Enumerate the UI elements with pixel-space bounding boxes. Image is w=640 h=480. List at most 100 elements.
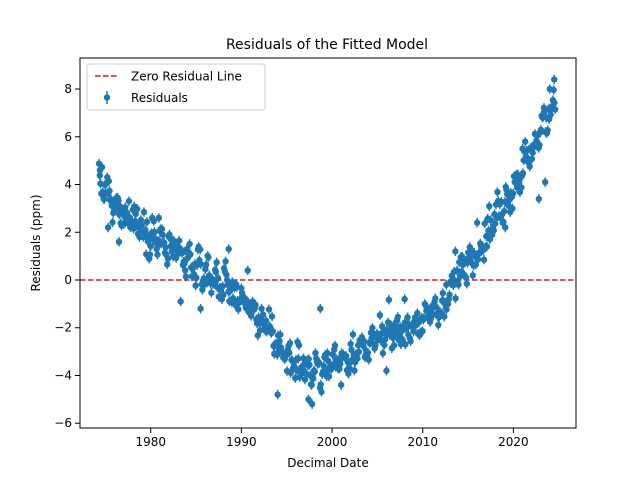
residual-point bbox=[519, 168, 527, 178]
residual-point bbox=[441, 311, 448, 322]
residual-point bbox=[443, 280, 450, 290]
residual-point bbox=[501, 206, 508, 216]
y-tick-label: −6 bbox=[54, 416, 72, 430]
residual-point bbox=[390, 340, 398, 351]
residual-point bbox=[494, 187, 501, 197]
residual-point bbox=[219, 281, 226, 291]
residual-point bbox=[337, 380, 345, 390]
residual-point bbox=[247, 310, 255, 321]
legend-box bbox=[86, 63, 266, 111]
x-tick-label: 2000 bbox=[317, 435, 348, 449]
residual-point bbox=[147, 241, 154, 252]
residual-point bbox=[401, 294, 408, 304]
residual-point bbox=[551, 104, 559, 115]
residual-point bbox=[268, 311, 276, 322]
x-tick-label: 2010 bbox=[407, 435, 438, 449]
residual-point bbox=[196, 244, 204, 255]
residual-point bbox=[222, 256, 229, 267]
residual-point bbox=[369, 323, 376, 333]
residual-point bbox=[452, 246, 459, 257]
residual-point bbox=[383, 365, 390, 376]
residual-point bbox=[123, 207, 130, 218]
residual-point bbox=[130, 223, 137, 234]
y-tick-label: 0 bbox=[64, 273, 72, 287]
residual-point bbox=[159, 230, 166, 240]
residual-point bbox=[469, 270, 476, 281]
axes-frame bbox=[79, 57, 577, 429]
y-tick-label: −2 bbox=[54, 321, 72, 335]
residual-point bbox=[252, 300, 259, 310]
residual-point bbox=[316, 358, 323, 368]
residual-point bbox=[162, 242, 169, 253]
residual-point bbox=[481, 218, 488, 229]
residual-point bbox=[305, 394, 312, 405]
residual-point bbox=[551, 98, 558, 108]
residual-point bbox=[104, 222, 112, 233]
residual-point bbox=[351, 365, 358, 376]
legend-zero-line-label: Zero Residual Line bbox=[131, 70, 242, 84]
residual-point bbox=[546, 84, 553, 94]
residual-point bbox=[138, 220, 145, 230]
x-tick-label: 1980 bbox=[135, 435, 166, 449]
residual-point bbox=[432, 293, 439, 304]
residual-point bbox=[214, 273, 222, 283]
residual-point bbox=[376, 310, 384, 320]
residual-point bbox=[452, 293, 459, 304]
residual-point bbox=[259, 309, 267, 320]
residual-point bbox=[295, 353, 302, 364]
residual-point bbox=[115, 237, 123, 247]
residual-point bbox=[150, 216, 157, 226]
residual-point bbox=[483, 241, 491, 252]
legend: Zero Residual Line Residuals bbox=[86, 63, 266, 111]
y-tick-label: 6 bbox=[64, 130, 72, 144]
residual-point bbox=[142, 225, 149, 235]
residual-point bbox=[100, 194, 107, 204]
residual-point bbox=[178, 248, 186, 258]
residual-point bbox=[404, 312, 411, 323]
residual-point bbox=[286, 338, 294, 348]
legend-residuals-marker bbox=[103, 94, 111, 101]
residual-point bbox=[208, 287, 215, 298]
y-axis-label: Residuals (ppm) bbox=[29, 194, 43, 291]
residual-point bbox=[125, 196, 133, 206]
residual-point bbox=[192, 280, 199, 291]
residual-point bbox=[96, 165, 104, 175]
residual-point bbox=[544, 125, 551, 135]
residual-point bbox=[390, 332, 397, 343]
residual-point bbox=[317, 379, 324, 390]
residual-point bbox=[105, 176, 112, 186]
residual-point bbox=[318, 387, 325, 397]
residual-point bbox=[526, 161, 533, 172]
y-tick-label: −4 bbox=[54, 368, 72, 382]
residual-point bbox=[175, 235, 183, 246]
residual-point bbox=[311, 366, 318, 377]
residual-point bbox=[164, 253, 172, 264]
residual-point bbox=[225, 244, 232, 254]
residual-point bbox=[407, 336, 414, 347]
residual-point bbox=[402, 339, 409, 350]
residual-point bbox=[197, 259, 205, 270]
residual-point bbox=[146, 249, 154, 260]
residual-point bbox=[235, 304, 242, 315]
residual-point bbox=[365, 354, 372, 365]
residual-point bbox=[110, 208, 117, 218]
residual-point bbox=[518, 182, 525, 193]
residual-point bbox=[541, 177, 549, 187]
residual-point bbox=[205, 252, 212, 263]
legend-residuals-label: Residuals bbox=[131, 91, 188, 105]
residual-point bbox=[269, 326, 276, 337]
residual-point bbox=[354, 353, 361, 364]
residual-point bbox=[509, 203, 516, 214]
residual-point bbox=[439, 288, 447, 298]
residual-point bbox=[308, 399, 316, 409]
residual-point bbox=[325, 371, 333, 382]
residual-point bbox=[419, 326, 426, 336]
residual-point bbox=[106, 186, 113, 196]
residual-point bbox=[385, 294, 393, 305]
residual-point bbox=[220, 290, 227, 300]
residual-point bbox=[394, 312, 402, 322]
x-tick-label: 2020 bbox=[498, 435, 529, 449]
y-tick-label: 8 bbox=[64, 82, 72, 96]
plot-area: 1980 1990 2000 2010 2020 −6 −4 −2 0 2 4 6 8 bbox=[54, 57, 577, 449]
